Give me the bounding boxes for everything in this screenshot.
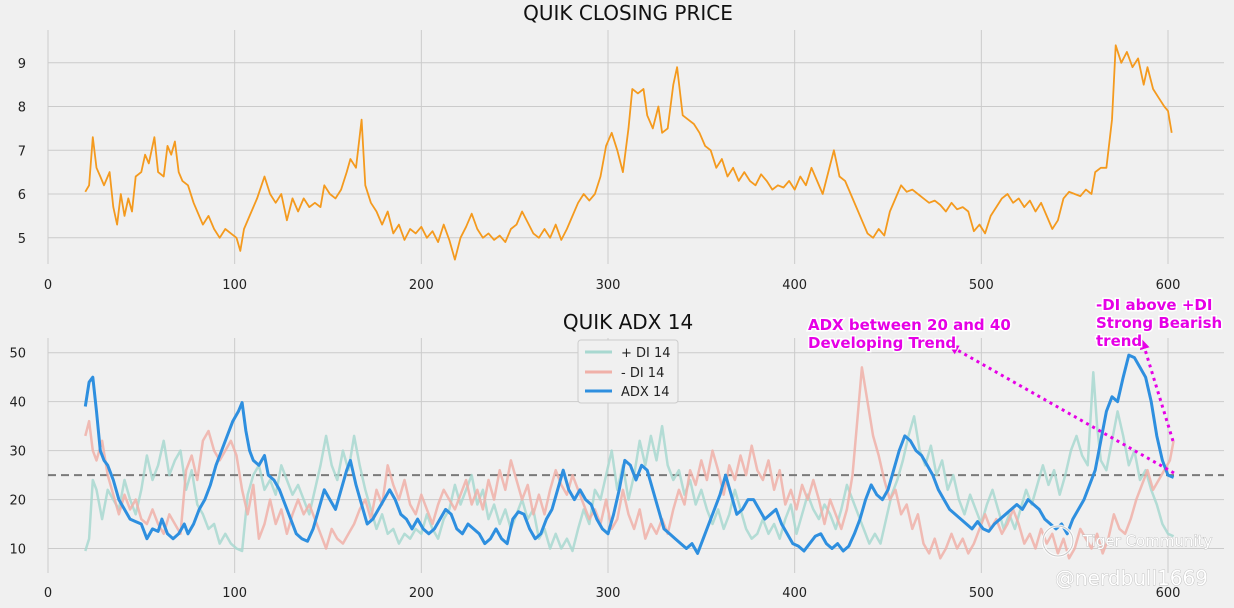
price-y-tick-label: 8 [18, 101, 26, 116]
annotation-di-bearish: -DI above +DI Strong Bearish trend [1095, 295, 1224, 442]
legend: + DI 14 - DI 14 ADX 14 [577, 339, 679, 404]
price-x-tick-label: 0 [44, 278, 52, 293]
price-x-tick-label: 100 [222, 278, 247, 293]
annotation-adx-range: ADX between 20 and 40 Developing Trend [807, 315, 1175, 475]
adx-x-tick-label: 100 [222, 586, 247, 601]
adx-y-tick-label: 30 [9, 445, 26, 460]
annotation-text-di-line3: trend [1096, 332, 1142, 350]
price-series [84, 44, 1173, 261]
series-line-adx-14 [83, 353, 1175, 555]
adx-y-tick-label: 40 [9, 396, 26, 411]
tiger-logo-outline-icon [1042, 525, 1074, 557]
adx-x-tick-label: 300 [596, 586, 621, 601]
price-chart-title: QUIK CLOSING PRICE [523, 1, 733, 25]
adx-panel: 0 100 200 300 400 500 600 10 20 30 40 50 QUIK ADX … [9, 295, 1224, 601]
price-x-tick-label: 300 [596, 278, 621, 293]
adx-y-ticks: 10 20 30 40 50 [9, 347, 26, 558]
price-x-tick-label: 500 [969, 278, 994, 293]
annotation-text-adx-line1: ADX between 20 and 40 [808, 316, 1011, 334]
legend-label-minus-di: - DI 14 [621, 366, 664, 381]
adx-x-tick-label: 600 [1156, 586, 1181, 601]
price-y-tick-label: 9 [18, 57, 26, 72]
series-line-di-14 [84, 371, 1175, 553]
annotation-text-adx-line2: Developing Trend [808, 334, 956, 352]
watermark: Tiger Community @nerdbull1669 [1041, 524, 1213, 590]
adx-y-tick-label: 10 [9, 543, 26, 558]
legend-label-adx: ADX 14 [621, 385, 669, 400]
annotation-arrow-di [1139, 339, 1175, 442]
adx-y-tick-label: 20 [9, 494, 26, 509]
price-grid [47, 30, 1224, 264]
adx-x-tick-label: 200 [409, 586, 434, 601]
annotation-text-di-line2: Strong Bearish [1096, 314, 1222, 332]
price-y-tick-label: 5 [18, 232, 26, 247]
adx-x-tick-label: 500 [969, 586, 994, 601]
legend-label-plus-di: + DI 14 [621, 346, 671, 361]
annotation-text-di-line1: -DI above +DI [1096, 296, 1212, 314]
watermark-handle: @nerdbull1669 [1055, 566, 1208, 590]
price-x-ticks: 0 100 200 300 400 500 600 [44, 278, 1181, 293]
adx-x-tick-label: 400 [782, 586, 807, 601]
adx-y-tick-label: 50 [9, 347, 26, 362]
price-x-tick-label: 400 [782, 278, 807, 293]
price-y-ticks: 5 6 7 8 9 [18, 57, 26, 247]
price-x-tick-label: 600 [1156, 278, 1181, 293]
closing-price-panel: 0 100 200 300 400 500 600 5 6 7 8 9 QUIK CLOSING P… [18, 1, 1224, 293]
price-y-tick-label: 7 [18, 144, 26, 159]
price-x-tick-label: 200 [409, 278, 434, 293]
adx-series [83, 353, 1175, 560]
watermark-brand: Tiger Community [1082, 532, 1212, 550]
adx-x-tick-label: 0 [44, 586, 52, 601]
series-line-close [84, 44, 1173, 261]
adx-chart-title: QUIK ADX 14 [563, 310, 693, 334]
price-y-tick-label: 6 [18, 188, 26, 203]
adx-x-ticks: 0 100 200 300 400 500 600 [44, 586, 1181, 601]
legend-box [577, 339, 679, 404]
annotation-arrow-adx [948, 345, 1175, 475]
